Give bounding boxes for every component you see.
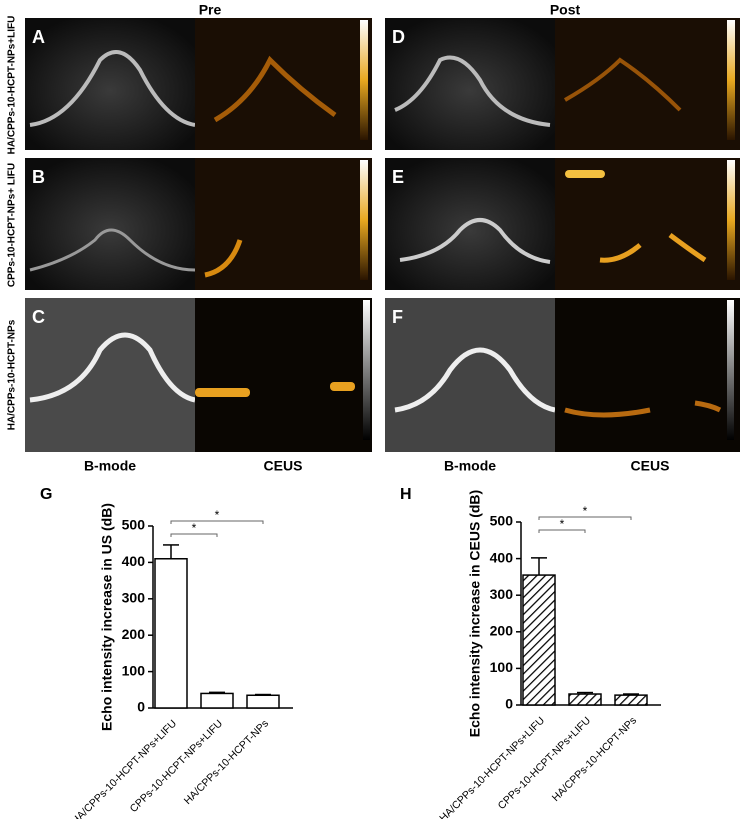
bar xyxy=(200,692,234,709)
color-scale xyxy=(727,300,734,440)
ceus-image xyxy=(555,298,740,452)
ceus-signal xyxy=(330,382,355,391)
row-label: HA/CPPs-10-HCPT-NPs+LIFU xyxy=(7,16,18,155)
bar xyxy=(154,558,188,709)
panel-letter: F xyxy=(392,307,403,327)
echo-shape xyxy=(29,332,196,403)
y-tick-label: 300 xyxy=(490,586,514,602)
significance-label: * xyxy=(215,508,220,522)
y-axis-label: Echo intensity increase in CEUS (dB) xyxy=(467,490,483,737)
bar xyxy=(568,693,602,706)
panel-letter: G xyxy=(40,486,52,503)
echo-shape xyxy=(394,55,551,127)
y-tick-label: 500 xyxy=(490,513,514,529)
panel-letter: H xyxy=(400,486,412,503)
x-tick-label: HA/CPPs-10-HCPT-NPs xyxy=(182,718,271,807)
pre-label: Pre xyxy=(199,2,222,18)
row-label: CPPs-10-HCPT-NPs+ LIFU xyxy=(7,163,18,287)
significance-label: * xyxy=(560,517,565,531)
y-tick-label: 500 xyxy=(122,517,146,533)
post-label: Post xyxy=(550,2,581,18)
echo-shape xyxy=(29,50,196,127)
ceus-signal xyxy=(204,239,243,278)
significance-bracket xyxy=(170,533,218,537)
significance-bracket xyxy=(170,520,264,524)
row-label: HA/CPPs-10-HCPT-NPs xyxy=(7,319,18,430)
ceus-image xyxy=(195,298,372,452)
ceus-image xyxy=(555,158,740,290)
y-tick-label: 200 xyxy=(490,623,514,639)
ceus-signal xyxy=(195,388,250,397)
bar xyxy=(614,694,648,706)
echo-shape xyxy=(399,218,551,264)
ceus-signal xyxy=(213,55,337,123)
bmode-image xyxy=(385,298,555,452)
bar xyxy=(522,574,556,706)
x-tick-label: HA/CPPs-10-HCPT-NPs+LIFU xyxy=(69,718,179,819)
color-scale xyxy=(360,20,368,140)
x-tick-label: CPPs-10-HCPT-NPs+LIFU xyxy=(128,718,225,815)
y-tick-label: 0 xyxy=(137,699,145,715)
color-scale xyxy=(727,160,735,280)
ceus-signal xyxy=(564,400,722,418)
bmode-image xyxy=(25,298,195,452)
x-tick-label: HA/CPPs-10-HCPT-NPs xyxy=(550,715,639,804)
bmode-image xyxy=(25,158,195,290)
y-tick-label: 300 xyxy=(122,590,146,606)
ceus-image xyxy=(195,18,372,150)
image-grid xyxy=(25,18,740,452)
ceus-image xyxy=(555,18,740,150)
color-scale xyxy=(360,160,368,280)
x-tick-label: HA/CPPs-10-HCPT-NPs+LIFU xyxy=(437,715,547,819)
panel-letter: D xyxy=(392,27,405,47)
panel-letter: E xyxy=(392,167,404,187)
significance-bracket xyxy=(538,516,632,520)
significance-label: * xyxy=(583,504,588,518)
echo-shape xyxy=(29,228,196,272)
ceus-signal xyxy=(564,57,682,112)
bar xyxy=(246,694,280,709)
panel-letter: C xyxy=(32,307,45,327)
y-axis-label: Echo intensity increase in US (dB) xyxy=(99,503,115,731)
y-tick-label: 400 xyxy=(490,549,514,565)
color-scale xyxy=(363,300,370,440)
color-scale xyxy=(727,20,735,140)
y-tick-label: 100 xyxy=(122,662,146,678)
y-tick-label: 0 xyxy=(505,696,513,712)
significance-bracket xyxy=(538,529,586,533)
bmode-image xyxy=(385,18,555,150)
y-tick-label: 400 xyxy=(122,553,146,569)
panel-letter: B xyxy=(32,167,45,187)
bmode-image xyxy=(25,18,195,150)
column-label: CEUS xyxy=(631,458,670,474)
echo-shape xyxy=(394,347,556,413)
y-tick-label: 100 xyxy=(490,659,514,675)
ceus-signal xyxy=(599,232,707,263)
y-tick-label: 200 xyxy=(122,626,146,642)
column-label: B-mode xyxy=(84,458,136,474)
x-tick-label: CPPs-10-HCPT-NPs+LIFU xyxy=(496,715,593,812)
column-label: B-mode xyxy=(444,458,496,474)
significance-label: * xyxy=(192,521,197,535)
column-label: CEUS xyxy=(264,458,303,474)
ceus-signal xyxy=(565,170,605,178)
panel-letter: A xyxy=(32,27,45,47)
